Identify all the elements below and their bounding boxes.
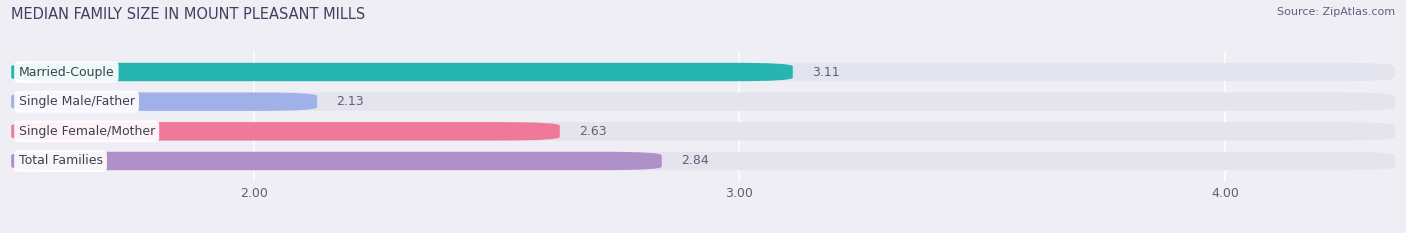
FancyBboxPatch shape bbox=[11, 152, 1395, 170]
Text: Single Female/Mother: Single Female/Mother bbox=[18, 125, 155, 138]
Text: 2.63: 2.63 bbox=[579, 125, 607, 138]
Text: Single Male/Father: Single Male/Father bbox=[18, 95, 135, 108]
FancyBboxPatch shape bbox=[11, 93, 318, 111]
FancyBboxPatch shape bbox=[11, 122, 560, 140]
Text: 2.84: 2.84 bbox=[681, 154, 709, 168]
Text: 3.11: 3.11 bbox=[813, 65, 839, 79]
FancyBboxPatch shape bbox=[11, 93, 1395, 111]
FancyBboxPatch shape bbox=[11, 152, 662, 170]
Text: Source: ZipAtlas.com: Source: ZipAtlas.com bbox=[1277, 7, 1395, 17]
Text: Total Families: Total Families bbox=[18, 154, 103, 168]
Text: MEDIAN FAMILY SIZE IN MOUNT PLEASANT MILLS: MEDIAN FAMILY SIZE IN MOUNT PLEASANT MIL… bbox=[11, 7, 366, 22]
FancyBboxPatch shape bbox=[11, 63, 1395, 81]
FancyBboxPatch shape bbox=[11, 122, 1395, 140]
Text: 2.13: 2.13 bbox=[336, 95, 364, 108]
Text: Married-Couple: Married-Couple bbox=[18, 65, 114, 79]
FancyBboxPatch shape bbox=[11, 63, 793, 81]
